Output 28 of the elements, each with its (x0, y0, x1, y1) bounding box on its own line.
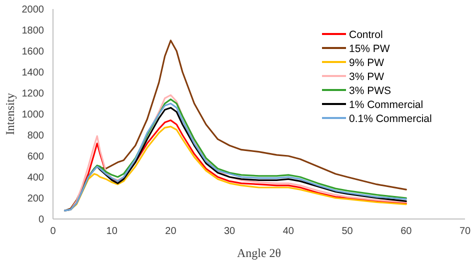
legend-label: 0.1% Commercial (349, 113, 432, 125)
y-tick-label: 2000 (22, 4, 44, 16)
y-tick-label: 1600 (22, 46, 44, 58)
legend-label: 15% PW (349, 43, 390, 55)
legend-label: 3% PWS (349, 85, 392, 97)
y-tick-label: 1200 (22, 88, 44, 100)
y-tick-label: 600 (27, 152, 44, 162)
y-tick-label: 800 (27, 130, 44, 142)
x-tick-label: 10 (106, 226, 118, 237)
legend-label: Control (349, 29, 383, 41)
legend-label: 3% PW (349, 71, 384, 83)
x-tick-label: 60 (400, 226, 412, 237)
x-tick-label: 0 (50, 226, 56, 237)
y-tick-label: 0 (38, 214, 44, 226)
y-tick-label: 1800 (22, 26, 44, 36)
legend-label: 1% Commercial (349, 99, 424, 111)
x-tick-label: 30 (224, 226, 236, 237)
y-axis-title: Intensity (3, 93, 17, 135)
x-tick-label: 40 (282, 226, 294, 237)
y-tick-label: 200 (27, 194, 44, 204)
x-axis-title: Angle 2θ (236, 246, 282, 260)
legend-label: 9% PW (349, 57, 384, 69)
y-tick-label: 1000 (22, 110, 44, 120)
x-tick-label: 50 (342, 226, 354, 237)
x-tick-label: 20 (165, 226, 177, 237)
x-tick-label: 70 (459, 226, 471, 237)
y-tick-label: 1400 (22, 68, 44, 78)
y-tick-label: 400 (27, 172, 44, 184)
